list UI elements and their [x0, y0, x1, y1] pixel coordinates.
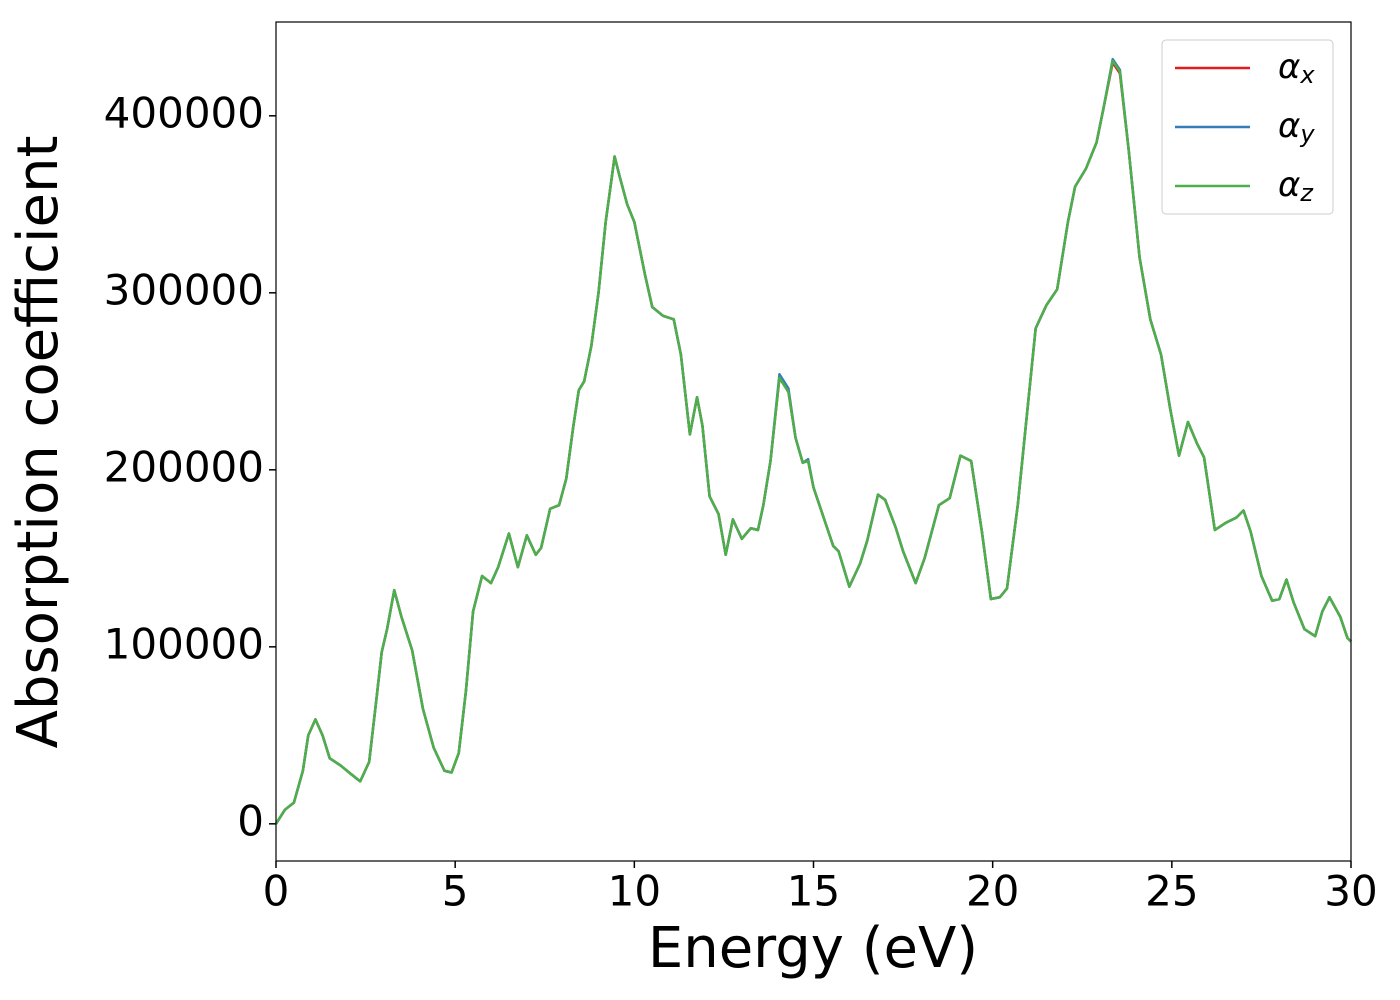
y-tick-label: 400000 [104, 88, 264, 137]
x-tick-label: 15 [787, 867, 840, 916]
y-tick-label: 300000 [104, 265, 264, 314]
legend-label: αy [1278, 106, 1315, 149]
x-tick-label: 5 [442, 867, 469, 916]
y-tick-label: 200000 [104, 442, 264, 491]
series-line [274, 59, 1352, 825]
x-tick-label: 0 [263, 867, 290, 916]
plot-frame [275, 21, 1352, 862]
y-tick-label: 0 [237, 796, 264, 845]
x-axis-label: Energy (eV) [648, 916, 978, 981]
x-tick-label: 10 [608, 867, 661, 916]
legend-label: αz [1278, 165, 1314, 208]
x-tick-label: 25 [1145, 867, 1198, 916]
y-axis-label: Absorption coefficient [6, 136, 71, 749]
legend: αx αy αz [1161, 39, 1334, 215]
x-tick-label: 20 [966, 867, 1019, 916]
y-tick-label: 100000 [104, 619, 264, 668]
x-tick-label: 30 [1324, 867, 1377, 916]
legend-label: αx [1278, 47, 1315, 90]
